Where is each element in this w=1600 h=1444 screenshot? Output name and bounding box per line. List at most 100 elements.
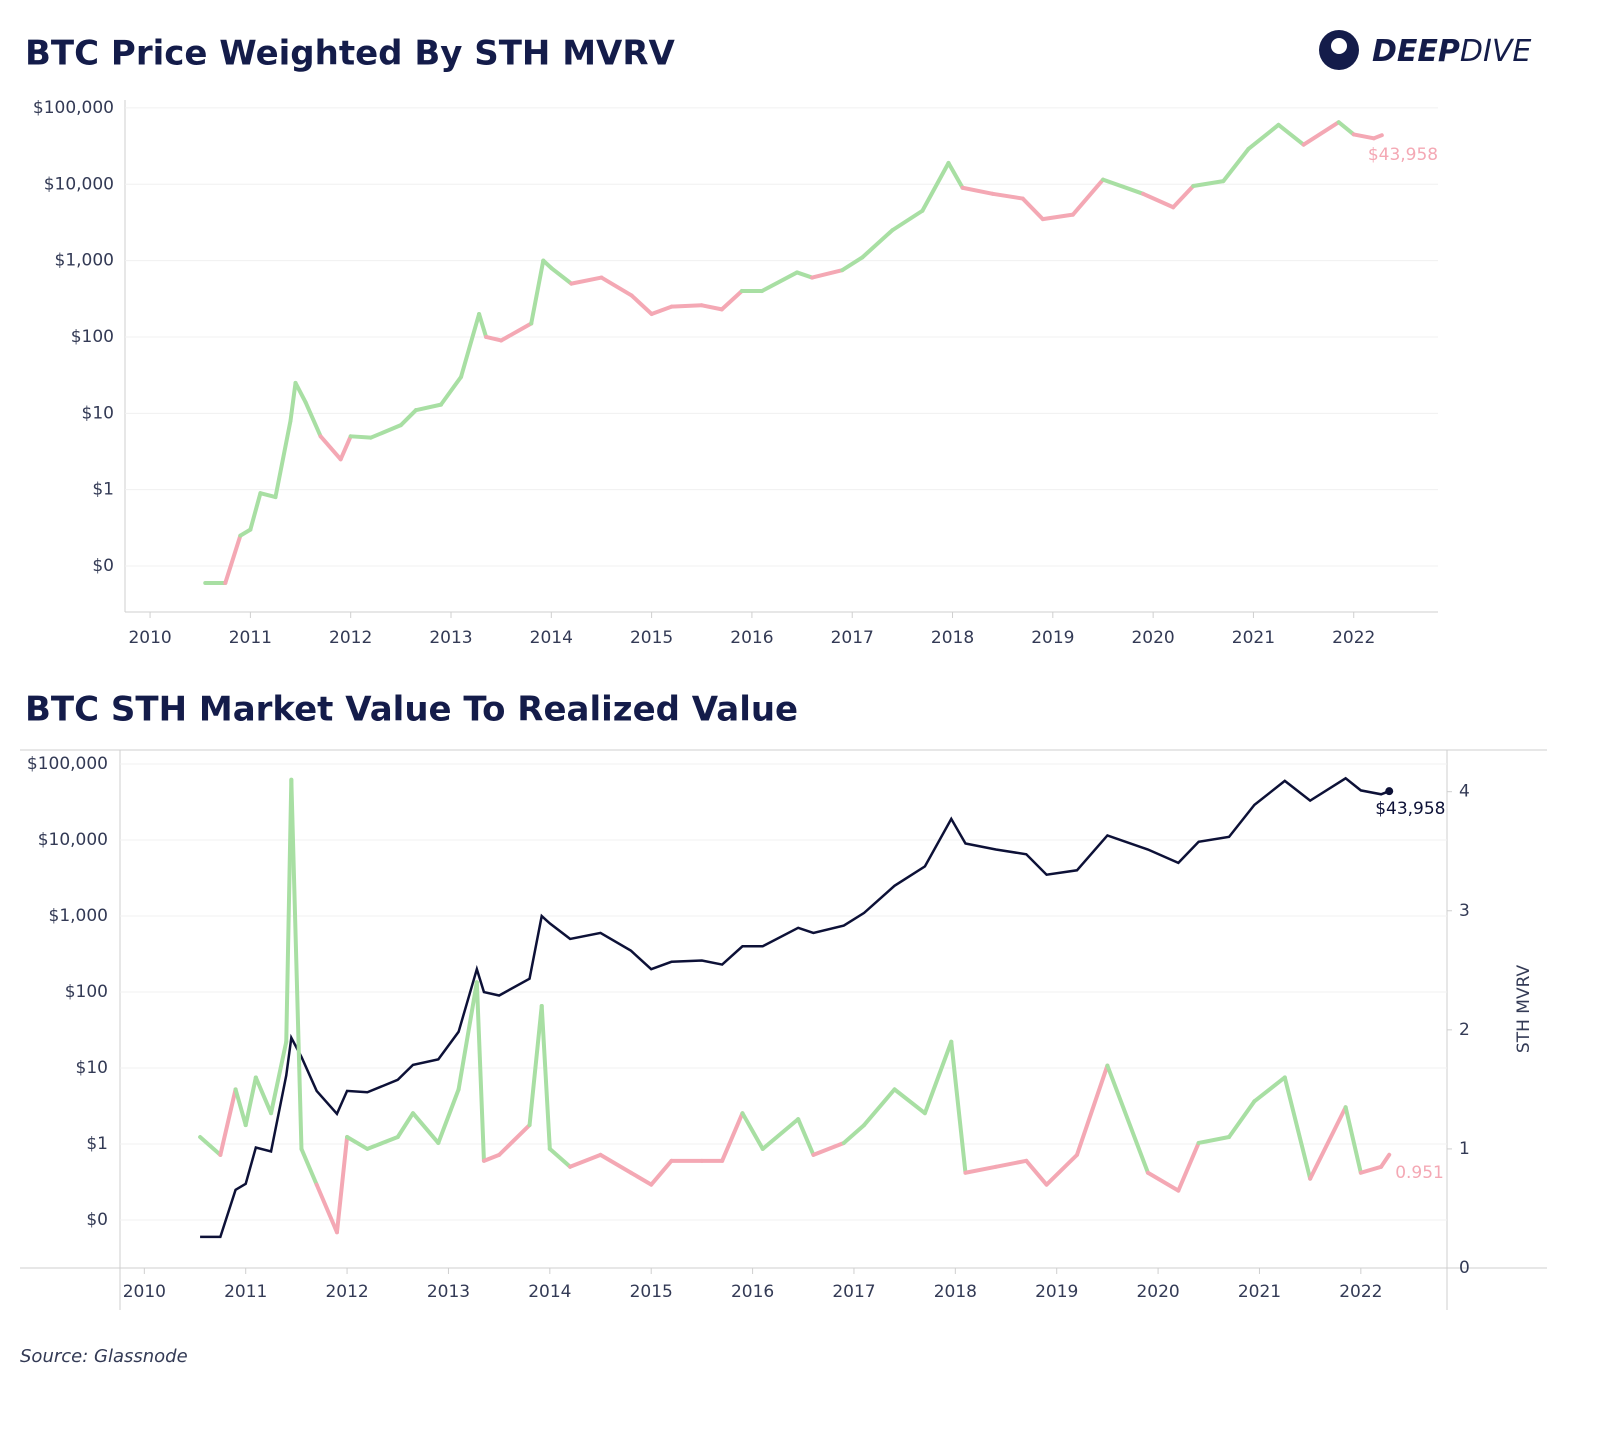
line-segment [1141, 191, 1176, 210]
x-tick-label: 2022 [1339, 1282, 1382, 1302]
line-segment [438, 374, 464, 407]
line-segment [990, 191, 1025, 201]
line-segment [841, 1123, 867, 1145]
line-segment [1044, 1152, 1079, 1187]
y2-tick-label: 2 [1459, 1020, 1470, 1040]
line-segment [1024, 1158, 1049, 1187]
line-segment [840, 255, 865, 273]
line-segment [1105, 1063, 1150, 1175]
x-tick-label: 2014 [528, 1282, 571, 1302]
line-segment [1176, 1140, 1201, 1193]
y-tick-label: $0 [92, 556, 114, 576]
line-segment [413, 402, 443, 413]
y2-tick-label: 4 [1459, 782, 1470, 802]
line-segment [198, 1135, 223, 1157]
line-segment [811, 1140, 846, 1157]
line-segment [949, 1039, 968, 1175]
line-segment [527, 1004, 544, 1128]
line-segment [1343, 1105, 1363, 1175]
line-segment [288, 380, 298, 423]
line-segment [253, 1075, 274, 1116]
line-segment [1191, 179, 1226, 188]
line-segment [1070, 177, 1105, 217]
line-segment [1227, 1099, 1257, 1140]
line-segment [529, 258, 546, 326]
y-tick-label: $10,000 [44, 174, 114, 194]
chart-title: BTC Price Weighted By STH MVRV [25, 34, 676, 74]
line-segment [284, 777, 294, 1044]
line-segment [598, 1152, 633, 1175]
x-tick-label: 2014 [530, 628, 573, 648]
line-segment [1100, 177, 1146, 196]
line-segment [273, 418, 293, 500]
line-segment [810, 268, 845, 280]
logo-light: DIVE [1460, 34, 1531, 69]
line-segment [499, 321, 534, 343]
line-segment [318, 434, 343, 462]
x-tick-label: 2019 [1035, 1282, 1078, 1302]
x-tick-label: 2017 [832, 1282, 875, 1302]
line-segment [569, 275, 604, 286]
line-segment [720, 1111, 745, 1163]
line-segment [243, 1075, 258, 1128]
y-tick-label: $1,000 [55, 251, 114, 271]
line-segment [796, 1117, 816, 1157]
x-tick-label: 2017 [831, 628, 874, 648]
x-tick-label: 2016 [730, 628, 773, 648]
line-segment [699, 303, 724, 312]
line-segment [1282, 1075, 1313, 1181]
line-segment [1276, 122, 1306, 147]
end-label: $43,958 [1375, 799, 1445, 819]
y2-axis-label: STH MVRV [1514, 965, 1534, 1054]
y-tick-label: $1 [92, 480, 114, 500]
line-segment [1020, 196, 1045, 222]
y-tick-label: $1 [86, 1134, 108, 1154]
line-segment [218, 1087, 238, 1157]
line-segment [258, 491, 278, 500]
line-segment [484, 334, 504, 343]
line-segment [474, 980, 486, 1163]
line-segment [1040, 212, 1075, 222]
y2-tick-label: 0 [1459, 1258, 1470, 1278]
line-segment [248, 491, 263, 532]
line-segment [314, 1182, 339, 1235]
line-segment [740, 1111, 765, 1151]
x-tick-label: 2010 [128, 628, 171, 648]
end-point [1385, 787, 1394, 796]
logo: DEEPDIVE [1319, 30, 1531, 70]
y2-tick-label: 1 [1459, 1139, 1470, 1159]
line-segment [860, 228, 895, 260]
line-segment [993, 1158, 1029, 1169]
x-tick-label: 2019 [1031, 628, 1074, 648]
line-segment [1074, 1063, 1110, 1157]
line-segment [669, 303, 704, 309]
line-segment [1246, 122, 1281, 151]
y-tick-label: $1,000 [49, 906, 108, 926]
line-segment [410, 1111, 441, 1145]
line-segment [946, 160, 965, 190]
y-tick-label: $100 [65, 982, 108, 1002]
x-tick-label: 2020 [1136, 1282, 1179, 1302]
line-segment [1371, 133, 1384, 141]
line-segment [963, 1164, 998, 1175]
x-tick-label: 2012 [325, 1282, 368, 1302]
y-tick-label: $100,000 [27, 754, 108, 774]
line-segment [547, 1146, 573, 1169]
line-segment [795, 270, 815, 280]
x-tick-label: 2020 [1131, 628, 1174, 648]
line-segment [456, 980, 479, 1092]
line-segment [922, 1039, 954, 1116]
line-segment [1336, 120, 1356, 137]
x-tick-label: 2011 [224, 1282, 267, 1302]
line-segment [334, 1135, 350, 1235]
line-segment [348, 434, 373, 440]
line-segment [481, 1152, 502, 1163]
line-segment [293, 380, 308, 405]
line-segment [649, 304, 674, 316]
line-segment [1252, 1075, 1287, 1104]
x-tick-label: 2016 [731, 1282, 774, 1302]
line-segment [345, 1135, 370, 1151]
x-tick-label: 2015 [630, 1282, 673, 1302]
y-tick-label: $100,000 [33, 98, 114, 118]
